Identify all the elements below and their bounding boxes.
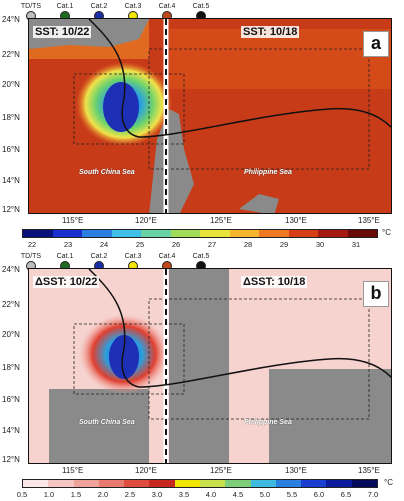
cbar-tick: 4.5 [232, 490, 244, 499]
cbar-tick: 25 [135, 240, 145, 249]
lat-label: 16°N [2, 395, 20, 404]
cbar-tick: 26 [171, 240, 181, 249]
panel-b-label: b [363, 281, 389, 307]
cbar-tick: 24 [99, 240, 109, 249]
panel-b-map: ΔSST: 10/22 ΔSST: 10/18 b South China Se… [28, 268, 392, 464]
sst-map [29, 19, 391, 213]
cbar-tick: 3.5 [178, 490, 190, 499]
panel-b-right-text: ΔSST: 10/18 [241, 276, 308, 288]
sea-label-scs: South China Sea [79, 169, 135, 176]
lat-label: 16°N [2, 145, 20, 154]
lon-label: 135°E [358, 466, 380, 475]
lat-label: 20°N [2, 330, 20, 339]
cbar-tick: 0.5 [16, 490, 28, 499]
lon-label: 130°E [285, 466, 307, 475]
cbar-tick: 4.0 [205, 490, 217, 499]
cbar-tick: 27 [207, 240, 217, 249]
cbar-tick: 29 [279, 240, 289, 249]
lat-label: 22°N [2, 50, 20, 59]
cbar-tick: 5.5 [286, 490, 298, 499]
colorbar-a [22, 229, 378, 238]
cbar-unit: °C [384, 478, 393, 487]
legend-a: TD/TS Cat.1 Cat.2 Cat.3 Cat.4 Cat.5 [0, 3, 404, 25]
lon-label: 130°E [285, 216, 307, 225]
cbar-tick: 7.0 [367, 490, 379, 499]
colorbar-b [22, 479, 378, 488]
lat-label: 24°N [2, 265, 20, 274]
cbar-tick: 22 [27, 240, 37, 249]
sea-label-scs: South China Sea [79, 419, 135, 426]
cbar-tick: 28 [243, 240, 253, 249]
sea-label-ps: Philippine Sea [244, 169, 292, 176]
lat-label: 12°N [2, 205, 20, 214]
lat-label: 24°N [2, 15, 20, 24]
cbar-tick: 3.0 [151, 490, 163, 499]
lat-label: 20°N [2, 80, 20, 89]
cbar-tick: 30 [315, 240, 325, 249]
cbar-tick: 23 [63, 240, 73, 249]
panel-a-right-text: SST: 10/18 [241, 26, 300, 38]
lat-label: 12°N [2, 455, 20, 464]
cbar-tick: 5.0 [259, 490, 271, 499]
cbar-tick: 2.0 [97, 490, 109, 499]
cbar-tick: 31 [351, 240, 361, 249]
lon-label: 125°E [210, 216, 232, 225]
lat-label: 14°N [2, 426, 20, 435]
cbar-tick: 2.5 [124, 490, 136, 499]
lon-label: 120°E [135, 466, 157, 475]
sea-label-ps: Philippine Sea [244, 419, 292, 426]
lat-label: 14°N [2, 176, 20, 185]
lon-label: 115°E [62, 466, 84, 475]
lon-label: 115°E [62, 216, 84, 225]
lat-label: 22°N [2, 300, 20, 309]
cbar-tick: 6.5 [340, 490, 352, 499]
lon-label: 135°E [358, 216, 380, 225]
panel-a-left-text: SST: 10/22 [33, 26, 92, 38]
cbar-unit: °C [382, 228, 391, 237]
dsst-map [29, 269, 391, 463]
lon-label: 125°E [210, 466, 232, 475]
panel-a-label: a [363, 31, 389, 57]
lon-label: 120°E [135, 216, 157, 225]
cbar-tick: 1.0 [43, 490, 55, 499]
panel-b-left-text: ΔSST: 10/22 [33, 276, 100, 288]
lat-label: 18°N [2, 363, 20, 372]
panel-a-map: SST: 10/22 SST: 10/18 a South China Sea … [28, 18, 392, 214]
legend-b: TD/TS Cat.1 Cat.2 Cat.3 Cat.4 Cat.5 [0, 253, 404, 275]
lat-label: 18°N [2, 113, 20, 122]
cbar-tick: 6.0 [313, 490, 325, 499]
cbar-tick: 1.5 [70, 490, 82, 499]
